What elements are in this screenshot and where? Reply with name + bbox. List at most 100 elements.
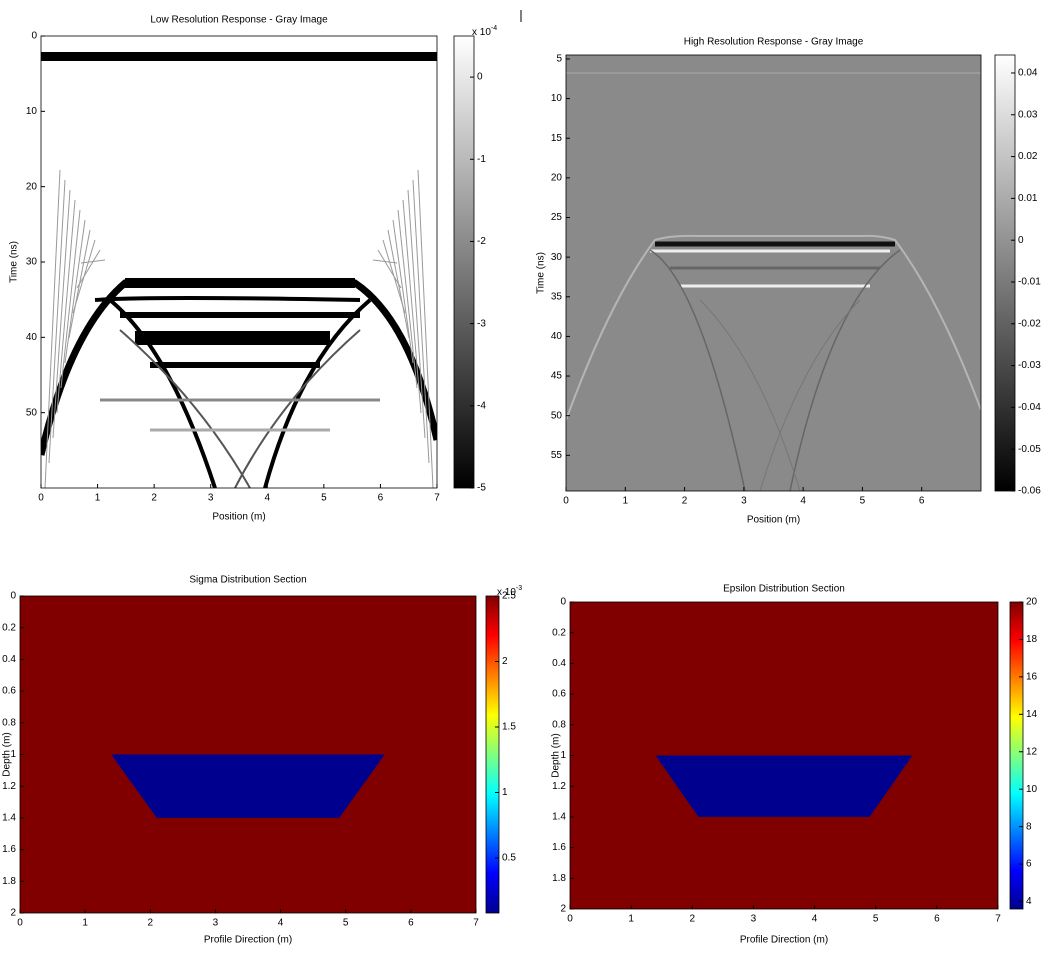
y-tick-label: 2: [560, 904, 566, 915]
colorbar: [485, 595, 500, 914]
colorbar-tick-label: 1.5: [502, 722, 516, 733]
colorbar-tick-label: -0.02: [1018, 318, 1041, 329]
x-tick-label: 3: [741, 496, 747, 507]
y-tick-label: 0.2: [552, 627, 566, 638]
y-tick-label: 1.6: [2, 844, 16, 855]
colorbar-tick-label: -2: [477, 236, 486, 247]
y-tick-label: 5: [556, 54, 562, 65]
reflection: [56, 199, 76, 414]
y-tick-label: 0: [560, 597, 566, 608]
chart-title: Epsilon Distribution Section: [723, 584, 845, 595]
y-tick-label: 0.4: [552, 658, 566, 669]
y-tick-label: 0.4: [2, 654, 16, 665]
colorbar-tick-label: 10: [1026, 784, 1038, 795]
y-tick-label: 0: [10, 591, 16, 602]
x-axis-label: Position (m): [747, 515, 800, 526]
x-tick-label: 7: [995, 914, 1001, 925]
colorbar: [1009, 601, 1024, 910]
y-axis-label: Depth (m): [551, 733, 562, 777]
x-tick-label: 4: [812, 914, 818, 925]
radargram: [566, 55, 981, 491]
colorbar-tick-label: 6: [1026, 859, 1032, 870]
y-tick-label: 0.6: [552, 689, 566, 700]
x-tick-label: 1: [95, 493, 101, 504]
colorbar-tick-label: 20: [1026, 597, 1038, 608]
reflection: [397, 209, 418, 389]
x-tick-label: 2: [151, 493, 157, 504]
x-tick-label: 6: [378, 493, 384, 504]
reflection: [76, 249, 101, 289]
scale-exponent: -3: [516, 585, 522, 592]
y-axis-label: Time (ns): [9, 241, 20, 283]
colorbar-tick-label: -5: [477, 483, 486, 494]
y-tick-label: 20: [551, 173, 563, 184]
y-tick-label: 50: [551, 410, 563, 421]
scale-exponent: -4: [491, 25, 497, 32]
colorbar-tick-label: -0.05: [1018, 444, 1041, 455]
x-tick-label: 0: [38, 493, 44, 504]
x-tick-label: 3: [208, 493, 214, 504]
x-axis-label: Profile Direction (m): [740, 935, 828, 946]
x-tick-label: 4: [278, 918, 284, 929]
colorbar-tick-label: 16: [1026, 672, 1038, 683]
y-tick-label: 2: [10, 908, 16, 919]
y-tick-label: 1: [560, 750, 566, 761]
x-tick-label: 3: [751, 914, 757, 925]
reflection: [234, 329, 361, 488]
reflection: [402, 199, 422, 414]
reflection: [377, 249, 402, 289]
reflection: [52, 189, 71, 439]
colorbar-tick-label: -0.01: [1018, 277, 1041, 288]
reflection: [80, 259, 106, 264]
x-tick-label: 5: [873, 914, 879, 925]
y-tick-label: 1.2: [2, 781, 16, 792]
y-tick-label: 0: [31, 31, 37, 42]
y-tick-label: 1.6: [552, 842, 566, 853]
y-tick-label: 0.2: [2, 622, 16, 633]
reflection: [60, 209, 81, 389]
y-tick-label: 1: [10, 749, 16, 760]
colorbar-scale: x 10-4: [472, 25, 497, 38]
y-tick-label: 50: [26, 407, 38, 418]
anomaly-region: [111, 754, 385, 818]
reflection: [407, 189, 426, 439]
y-tick-label: 30: [551, 252, 563, 263]
image-background: [41, 36, 437, 488]
colorbar-tick-label: -1: [477, 154, 486, 165]
y-tick-label: 0.8: [2, 717, 16, 728]
x-tick-label: 4: [800, 496, 806, 507]
colorbar: [453, 35, 475, 489]
colorbar-tick-label: 0: [477, 72, 483, 83]
image-background: [566, 55, 981, 491]
reflection: [64, 219, 86, 364]
reflection: [119, 329, 251, 488]
colorbar-tick-label: 0.04: [1018, 68, 1038, 79]
y-tick-label: 20: [26, 181, 38, 192]
y-tick-label: 0.6: [2, 686, 16, 697]
reflection: [417, 169, 434, 488]
x-tick-label: 7: [434, 493, 440, 504]
colorbar-tick-label: 8: [1026, 821, 1032, 832]
chart-title: Low Resolution Response - Gray Image: [150, 15, 328, 26]
y-tick-label: 15: [551, 133, 563, 144]
x-tick-label: 2: [148, 918, 154, 929]
y-tick-label: 1.8: [552, 873, 566, 884]
colorbar-tick-label: 1: [502, 787, 508, 798]
x-tick-label: 6: [408, 918, 414, 929]
reflection: [789, 249, 901, 491]
colorbar-tick-label: 18: [1026, 634, 1038, 645]
reflection: [412, 179, 430, 464]
y-axis-label: Depth (m): [2, 732, 13, 776]
y-tick-label: 1.4: [552, 812, 566, 823]
reflection: [263, 298, 372, 488]
chart-title: High Resolution Response - Gray Image: [684, 37, 864, 48]
x-tick-label: 0: [567, 914, 573, 925]
colorbar-tick-label: 0.01: [1018, 193, 1038, 204]
x-tick-label: 6: [919, 496, 925, 507]
colorbar-tick-label: 2.5: [502, 591, 516, 602]
y-tick-label: 1.8: [2, 876, 16, 887]
reflection: [759, 299, 861, 491]
y-tick-label: 40: [551, 331, 563, 342]
x-tick-label: 0: [563, 496, 569, 507]
